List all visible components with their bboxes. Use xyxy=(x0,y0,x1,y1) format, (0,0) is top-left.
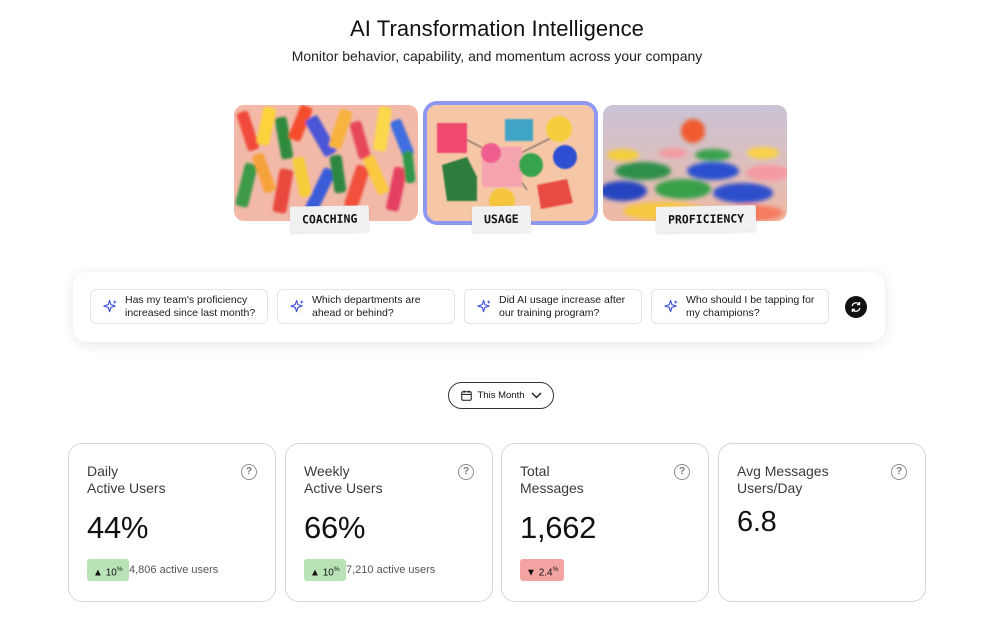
metric-card-daily-active-users: Daily Active Users ? 44% ▲ 10% 4,806 acti… xyxy=(68,443,276,602)
usage-illustration xyxy=(427,105,594,221)
active-users-count: 4,806 active users xyxy=(129,564,219,576)
proficiency-card[interactable] xyxy=(603,105,787,221)
metric-card-total-messages: Total Messages ? 1,662 ▼ 2.4% xyxy=(501,443,709,602)
metric-title: Total Messages xyxy=(520,463,584,496)
prompt-chip-usage-training[interactable]: Did AI usage increase after our training … xyxy=(464,289,642,324)
page-header: AI Transformation Intelligence Monitor b… xyxy=(0,16,994,64)
proficiency-label: PROFICIENCY xyxy=(655,205,757,233)
suggested-prompts-panel: Has my team's proficiency increased since… xyxy=(73,272,885,342)
prompt-chip-departments[interactable]: Which departments are ahead or behind? xyxy=(277,289,455,324)
prompt-chip-proficiency[interactable]: Has my team's proficiency increased since… xyxy=(90,289,268,324)
date-range-dropdown[interactable]: This Month xyxy=(448,382,554,409)
calendar-icon xyxy=(460,390,472,401)
prompt-chip-text: Who should I be tapping for my champions? xyxy=(686,293,815,319)
help-icon[interactable]: ? xyxy=(458,464,474,480)
trend-badge-up: ▲ 10% xyxy=(87,559,129,581)
metric-title: Avg Messages Users/Day xyxy=(737,463,829,496)
page-subtitle: Monitor behavior, capability, and moment… xyxy=(291,48,703,64)
prompt-chip-text: Has my team's proficiency increased since… xyxy=(125,293,256,319)
help-icon[interactable]: ? xyxy=(241,464,257,480)
metric-value: 6.8 xyxy=(737,506,777,538)
usage-card[interactable] xyxy=(427,105,594,221)
metric-title: Weekly Active Users xyxy=(304,463,383,496)
metric-value: 66% xyxy=(304,510,366,545)
refresh-icon xyxy=(851,302,861,312)
help-icon[interactable]: ? xyxy=(674,464,690,480)
metric-card-weekly-active-users: Weekly Active Users ? 66% ▲ 10% 7,210 act… xyxy=(285,443,493,602)
active-users-count: 7,210 active users xyxy=(346,564,436,576)
metric-value: 44% xyxy=(87,510,149,545)
sparkle-icon xyxy=(290,299,304,313)
help-icon[interactable]: ? xyxy=(891,464,907,480)
prompt-chip-champions[interactable]: Who should I be tapping for my champions? xyxy=(651,289,829,324)
coaching-label: COACHING xyxy=(289,205,370,233)
refresh-prompts-button[interactable] xyxy=(845,296,867,318)
metric-title: Daily Active Users xyxy=(87,463,166,496)
sparkle-icon xyxy=(477,299,491,313)
metric-value: 1,662 xyxy=(520,510,597,545)
metric-card-avg-messages: Avg Messages Users/Day ? 6.8 xyxy=(718,443,926,602)
prompt-chip-text: Which departments are ahead or behind? xyxy=(312,293,421,319)
prompt-chip-text: Did AI usage increase after our training … xyxy=(499,293,626,319)
trend-badge-down: ▼ 2.4% xyxy=(520,559,565,581)
usage-label: USAGE xyxy=(471,205,531,233)
trend-badge-up: ▲ 10% xyxy=(304,559,346,581)
page-title: AI Transformation Intelligence xyxy=(349,16,645,41)
category-cards: COACHING USAGE xyxy=(234,105,794,233)
proficiency-illustration xyxy=(603,105,787,221)
date-range-label: This Month xyxy=(477,390,525,401)
sparkle-icon xyxy=(664,299,678,313)
coaching-card[interactable] xyxy=(234,105,418,221)
sparkle-icon xyxy=(103,299,117,313)
chevron-down-icon xyxy=(531,392,541,399)
coaching-illustration xyxy=(234,105,418,221)
